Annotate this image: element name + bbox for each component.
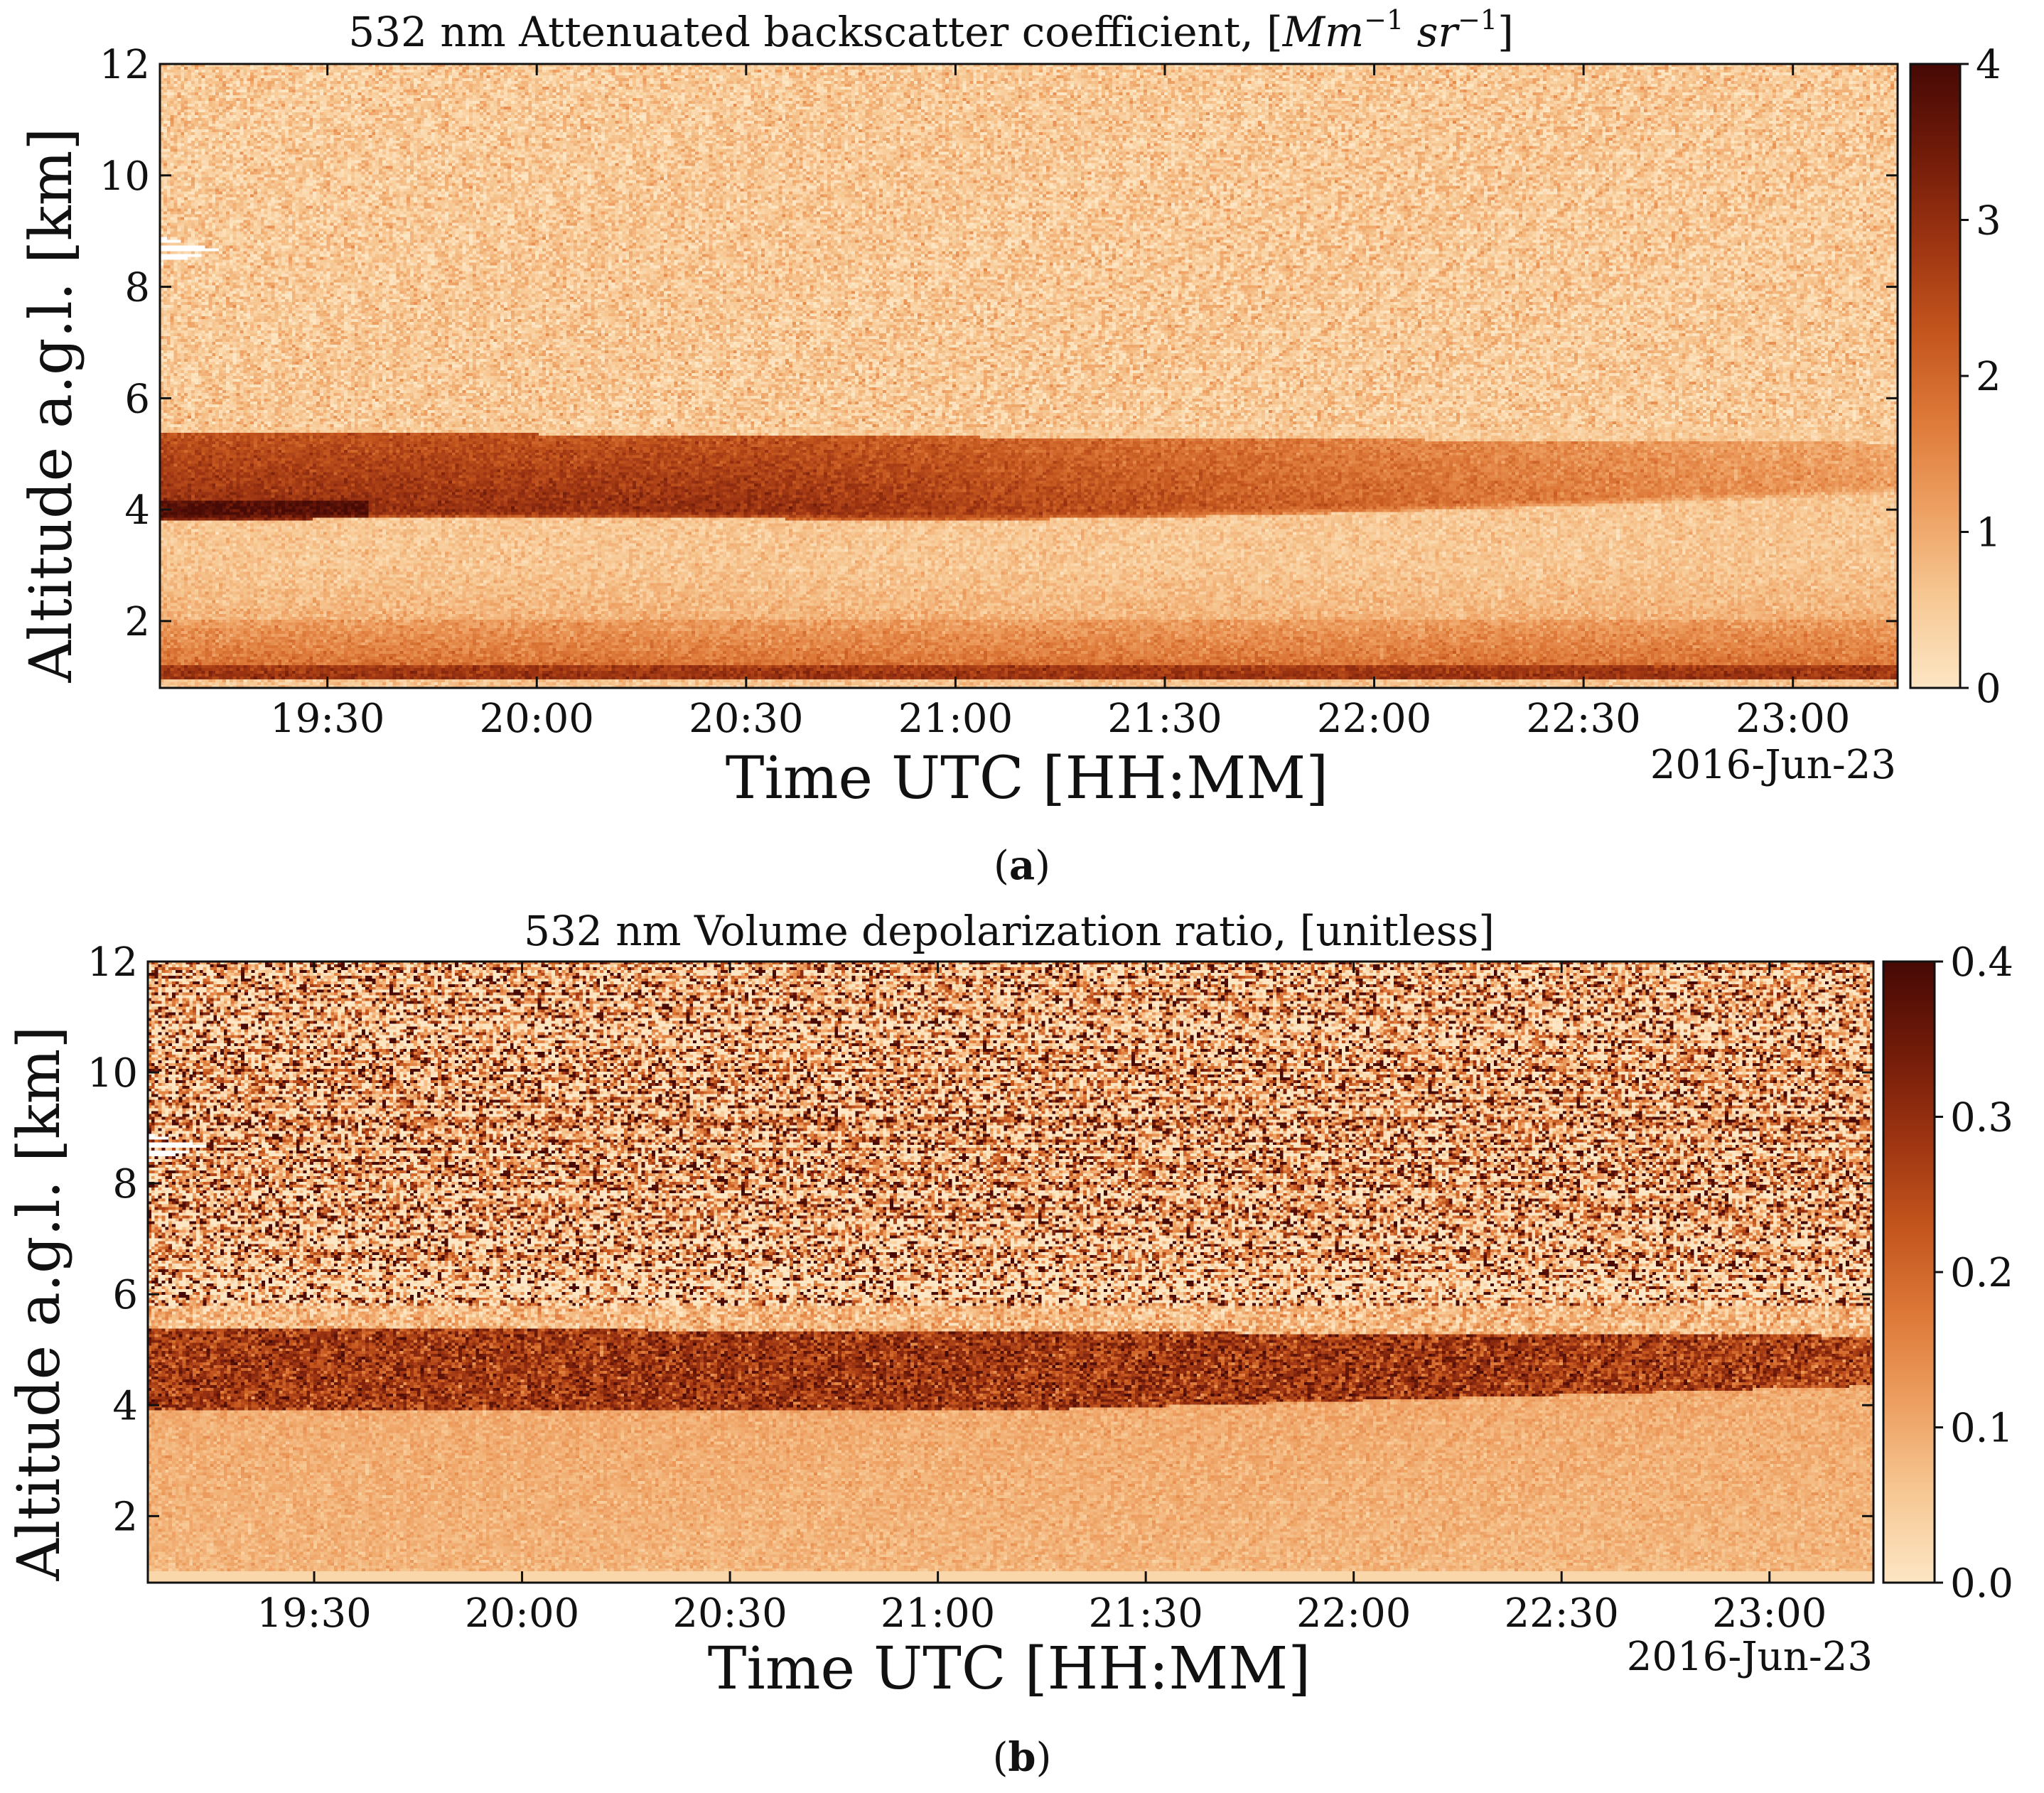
x-tick-label-b: 20:30 <box>672 1590 787 1637</box>
chart-title-a: 532 nm Attenuated backscatter coefficien… <box>348 4 1514 56</box>
x-tick-label-a: 20:30 <box>689 696 803 742</box>
x-tick-label-b: 22:00 <box>1296 1590 1411 1637</box>
y-tick-label-a: 10 <box>99 154 150 200</box>
axes-a: 19:30 20:00 20:30 21:00 21:30 22:00 22:30 23:00… <box>99 42 2001 742</box>
x-axis-label-b: Time UTC [HH:MM] <box>708 1635 1311 1703</box>
colorbar-tick-label-b: 0.0 <box>1950 1561 2013 1607</box>
y-tick-label-a: 8 <box>124 265 150 311</box>
date-label-a: 2016-Jun-23 <box>1650 742 1896 788</box>
colorbar-tick-label-a: 1 <box>1976 510 2001 556</box>
chart-title-b: 532 nm Volume depolarization ratio, [uni… <box>524 907 1495 955</box>
x-tick-label-a: 22:00 <box>1317 696 1431 742</box>
heatmap-a <box>160 64 1898 688</box>
heatmap-b <box>148 962 1873 1583</box>
axes-b: 19:30 20:00 20:30 21:00 21:30 22:00 22:30 23:00… <box>87 939 2013 1637</box>
x-axis-label-a: Time UTC [HH:MM] <box>726 745 1328 812</box>
y-tick-label-b: 4 <box>112 1383 138 1429</box>
colorbar-frame-a <box>1909 63 1962 689</box>
colorbar-tick-label-a: 2 <box>1976 354 2001 400</box>
x-tick-label-b: 19:30 <box>257 1590 371 1637</box>
colorbar-tick-label-b: 0.2 <box>1950 1250 2013 1296</box>
y-tick-label-b: 6 <box>112 1272 138 1318</box>
x-tick-label-b: 21:30 <box>1088 1590 1203 1637</box>
x-tick-label-a: 23:00 <box>1736 696 1850 742</box>
x-tick-label-b: 22:30 <box>1505 1590 1619 1637</box>
colorbar-frame-b <box>1882 960 1936 1584</box>
y-tick-label-a: 12 <box>99 42 150 88</box>
colorbar-tick-label-b: 0.4 <box>1950 939 2013 986</box>
colorbar-a <box>1910 64 1960 688</box>
colorbar-tick-label-b: 0.1 <box>1950 1406 2013 1452</box>
caption-a: (a) <box>993 842 1050 889</box>
y-axis-label-b: Altitude a.g.l. [km] <box>6 1026 73 1582</box>
x-tick-label-a: 21:00 <box>898 696 1013 742</box>
colorbar-tick-label-a: 3 <box>1976 198 2001 244</box>
y-tick-label-a: 2 <box>124 599 150 645</box>
colorbar-b <box>1883 962 1935 1583</box>
y-tick-label-a: 4 <box>124 488 150 534</box>
y-tick-label-a: 6 <box>124 376 150 422</box>
caption-b: (b) <box>992 1734 1052 1781</box>
plot-frame-b <box>146 960 1875 1584</box>
x-tick-label-b: 21:00 <box>881 1590 995 1637</box>
date-label-b: 2016-Jun-23 <box>1627 1634 1873 1680</box>
plot-frame-a <box>158 63 1899 689</box>
x-tick-label-a: 21:30 <box>1107 696 1222 742</box>
y-tick-label-b: 2 <box>112 1494 138 1540</box>
y-tick-label-b: 8 <box>112 1161 138 1207</box>
colorbar-tick-label-a: 4 <box>1976 42 2001 88</box>
y-axis-label-a: Altitude a.g.l. [km] <box>18 128 85 684</box>
y-tick-label-b: 10 <box>87 1050 138 1097</box>
y-tick-label-b: 12 <box>87 939 138 986</box>
x-tick-label-a: 22:30 <box>1526 696 1640 742</box>
colorbar-tick-label-a: 0 <box>1976 666 2001 712</box>
x-tick-label-a: 19:30 <box>270 696 384 742</box>
colorbar-tick-label-b: 0.3 <box>1950 1095 2013 1141</box>
x-tick-label-a: 20:00 <box>480 696 594 742</box>
x-tick-label-b: 23:00 <box>1712 1590 1827 1637</box>
x-tick-label-b: 20:00 <box>465 1590 579 1637</box>
